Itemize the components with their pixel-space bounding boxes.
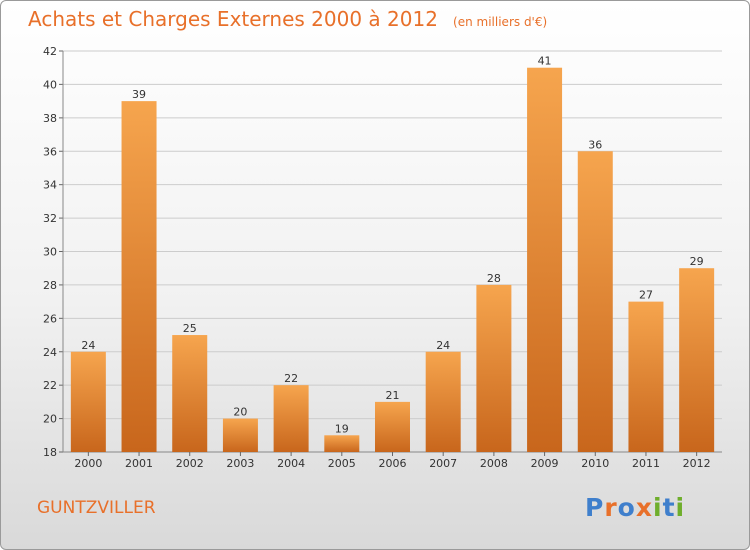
y-tick-label: 32: [43, 212, 57, 225]
y-tick-label: 20: [43, 413, 57, 426]
y-tick-label: 28: [43, 279, 57, 292]
chart-unit: (en milliers d'€): [453, 15, 548, 29]
y-tick-label: 42: [43, 45, 57, 58]
data-label: 22: [284, 372, 298, 385]
chart-title-block: Achats et Charges Externes 2000 à 2012 (…: [28, 7, 547, 31]
bar: [425, 351, 461, 452]
y-tick-label: 18: [43, 446, 57, 459]
chart-title: Achats et Charges Externes 2000 à 2012: [28, 7, 438, 31]
data-labels: 24 39 25 20 22 19 21 24 28 41 36 27 29: [81, 55, 703, 436]
y-tick-label: 34: [43, 179, 57, 192]
data-label: 24: [436, 339, 450, 352]
y-tick-label: 30: [43, 246, 57, 259]
bar: [679, 268, 715, 452]
bar: [172, 335, 208, 452]
bar: [70, 351, 106, 452]
logo-letter: r: [604, 493, 618, 522]
x-tick-label: 2009: [531, 457, 559, 470]
bar: [324, 435, 360, 452]
data-label: 21: [386, 389, 400, 402]
data-label: 29: [690, 255, 704, 268]
bar: [476, 284, 512, 452]
logo-letter: x: [635, 493, 653, 522]
data-label: 25: [183, 322, 197, 335]
bar: [527, 67, 563, 452]
bar: [222, 418, 258, 452]
bar: [628, 301, 664, 452]
x-tick-label: 2007: [429, 457, 457, 470]
y-tick-label: 36: [43, 145, 57, 158]
bar: [375, 401, 410, 452]
logo-letter: o: [617, 493, 636, 522]
x-tick-label: 2000: [74, 457, 102, 470]
data-label: 24: [81, 339, 95, 352]
data-label: 28: [487, 272, 501, 285]
y-tick-label: 38: [43, 112, 57, 125]
bar: [273, 385, 309, 452]
x-tick-label: 2004: [277, 457, 305, 470]
y-tick-label: 40: [43, 78, 57, 91]
data-label: 36: [588, 138, 602, 151]
data-label: 39: [132, 88, 146, 101]
x-axis: 2000 2001 2002 2003 2004 2005 2006 2007 2008 2009…: [74, 452, 711, 470]
bar: [121, 101, 157, 452]
logo-letter: P: [585, 493, 605, 522]
logo-letter: i: [653, 493, 663, 522]
x-tick-label: 2003: [226, 457, 254, 470]
commune-name: GUNTZVILLER: [37, 498, 156, 518]
x-tick-label: 2006: [379, 457, 407, 470]
bar: [577, 151, 613, 452]
data-label: 19: [335, 422, 349, 435]
x-tick-label: 2002: [176, 457, 204, 470]
x-tick-label: 2012: [683, 457, 711, 470]
y-tick-label: 22: [43, 379, 57, 392]
bars: [70, 67, 715, 452]
logo-letter: t: [662, 493, 676, 522]
x-tick-label: 2010: [581, 457, 609, 470]
x-tick-label: 2008: [480, 457, 508, 470]
logo-letter: i: [675, 493, 686, 522]
x-tick-label: 2005: [328, 457, 356, 470]
data-label: 27: [639, 289, 653, 302]
data-label: 41: [538, 55, 552, 68]
y-tick-label: 26: [43, 312, 57, 325]
data-label: 20: [233, 406, 247, 419]
y-tick-label: 24: [43, 346, 57, 359]
x-tick-label: 2011: [632, 457, 660, 470]
proxiti-logo: Proxiti: [585, 493, 685, 522]
x-tick-label: 2001: [125, 457, 153, 470]
